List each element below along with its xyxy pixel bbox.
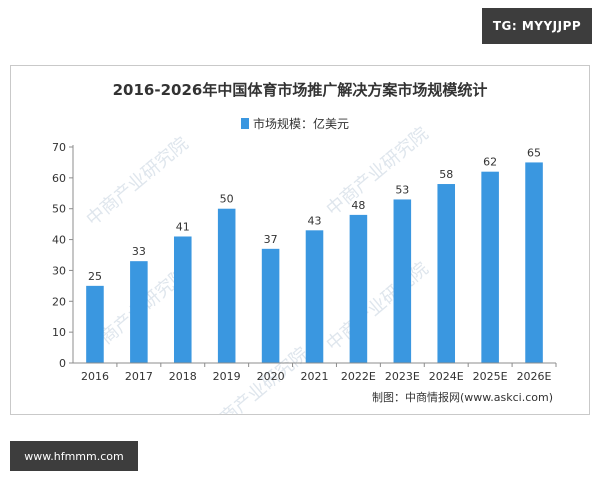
- y-tick-label: 50: [52, 203, 66, 216]
- y-tick-label: 30: [52, 264, 66, 277]
- bars: 25 33 41 50 37 43 48 53 58 62 65: [86, 146, 543, 363]
- x-tick-label: 2019: [213, 370, 241, 383]
- y-tick-label: 10: [52, 326, 66, 339]
- x-tick-label: 2022E: [341, 370, 376, 383]
- data-label: 50: [220, 193, 234, 206]
- bar-chart: 中商产业研究院中商产业研究院中商产业研究院中商产业研究院中商产业研究院 2016…: [52, 81, 557, 440]
- bar: [217, 208, 236, 363]
- data-label: 41: [176, 220, 190, 233]
- bar: [305, 230, 324, 363]
- x-tick-label: 2020: [257, 370, 285, 383]
- x-axis: 2016 2017 2018 2019 2020 2021 2022E 2023E 2024E 2…: [73, 362, 557, 383]
- bar: [481, 171, 499, 363]
- source-note: 制图：中商情报网(www.askci.com): [372, 390, 553, 404]
- data-label: 53: [395, 183, 409, 196]
- y-tick-label: 70: [52, 141, 66, 154]
- bar: [349, 214, 368, 363]
- y-tick-label: 60: [52, 172, 66, 185]
- bar: [86, 285, 104, 363]
- bar: [393, 199, 412, 363]
- data-label: 62: [483, 156, 497, 169]
- x-tick-label: 2018: [169, 370, 197, 383]
- chart-title: 2016-2026年中国体育市场推广解决方案市场规模统计: [113, 81, 488, 99]
- watermark-text: 中商产业研究院: [322, 258, 432, 355]
- x-tick-label: 2016: [81, 370, 109, 383]
- x-tick-label: 2024E: [429, 370, 464, 383]
- watermark-text: 中商产业研究院: [322, 123, 432, 220]
- bottom-badge: www.hfmmm.com: [10, 441, 138, 471]
- legend: 市场规模：亿美元: [241, 116, 349, 131]
- bar: [437, 184, 456, 363]
- bar: [525, 162, 543, 363]
- data-label: 25: [88, 270, 102, 283]
- data-label: 43: [308, 214, 322, 227]
- data-label: 58: [439, 168, 453, 181]
- x-tick-label: 2023E: [385, 370, 420, 383]
- y-tick-label: 40: [52, 234, 66, 247]
- x-tick-label: 2026E: [517, 370, 552, 383]
- bar: [130, 261, 148, 363]
- y-tick-label: 20: [52, 295, 66, 308]
- x-tick-label: 2025E: [473, 370, 508, 383]
- x-tick-label: 2017: [125, 370, 153, 383]
- top-badge: TG: MYYJJPP: [482, 8, 592, 44]
- bar: [173, 236, 192, 363]
- data-label: 65: [527, 146, 541, 159]
- y-tick-label: 0: [59, 357, 66, 370]
- bar: [261, 248, 280, 363]
- x-tick-label: 2021: [301, 370, 329, 383]
- y-axis: 0 10 20 30 40 50 60 70: [52, 141, 74, 370]
- watermark-text: 中商产业研究院: [82, 133, 192, 230]
- data-label: 33: [132, 245, 146, 258]
- legend-swatch: [241, 118, 249, 129]
- legend-label: 市场规模：亿美元: [253, 116, 349, 131]
- data-label: 37: [264, 233, 278, 246]
- chart-frame: 中商产业研究院中商产业研究院中商产业研究院中商产业研究院中商产业研究院 2016…: [10, 65, 590, 440]
- data-label: 48: [351, 199, 365, 212]
